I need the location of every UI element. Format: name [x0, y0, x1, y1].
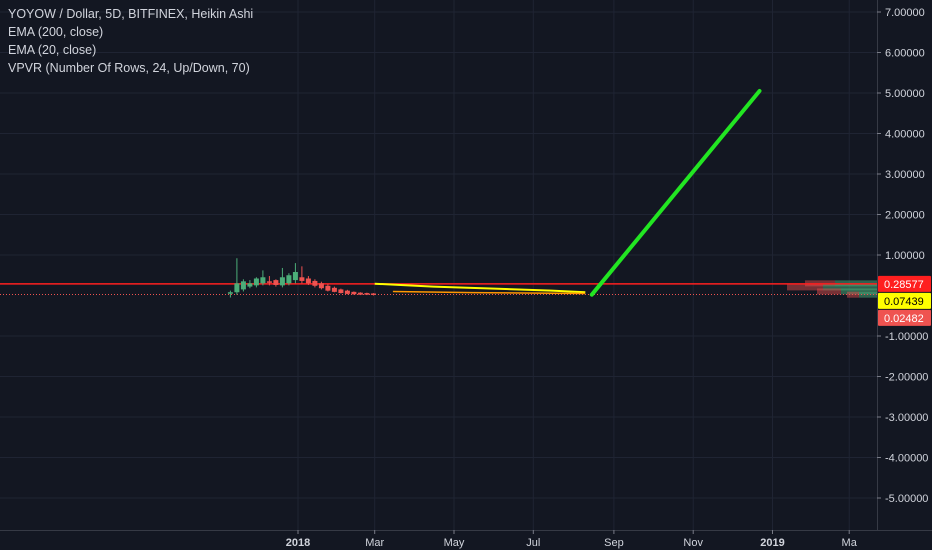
price-tick-label: 6.00000	[885, 48, 925, 60]
candle-body	[299, 277, 305, 281]
price-tags: 0.28577 0.07439 0.02482	[878, 275, 931, 326]
price-tag-label: 0.02482	[884, 313, 924, 325]
vertical-grid	[297, 0, 850, 530]
candle-body	[370, 293, 376, 295]
price-tag	[878, 275, 931, 292]
price-tag-label: 0.07439	[884, 296, 924, 308]
candle-body	[357, 292, 363, 295]
price-tag-label: 0.28577	[884, 279, 924, 291]
vpvr-bar-up	[823, 284, 877, 291]
vpvr-bar-down	[787, 284, 823, 291]
candle-body	[247, 283, 253, 287]
time-tick-label: 2019	[760, 537, 784, 549]
time-tick-label: Sep	[604, 537, 624, 549]
candle-body	[292, 272, 298, 281]
horizontal-grid	[0, 11, 877, 499]
trend-line-drawing[interactable]	[589, 88, 762, 297]
candle-body	[325, 285, 331, 291]
price-axis[interactable]	[877, 0, 932, 550]
symbol-title[interactable]: YOYOW / Dollar, 5D, BITFINEX, Heikin Ash…	[8, 7, 254, 21]
candle-body	[305, 278, 311, 284]
candle-body	[331, 287, 337, 292]
price-tick-label: -5.00000	[885, 493, 928, 505]
price-tick-label: 4.00000	[885, 129, 925, 141]
price-tick-label: -2.00000	[885, 372, 928, 384]
price-tick-label: -3.00000	[885, 412, 928, 424]
time-axis-ticks: 2018 Mar May Jul Sep Nov 2019 Ma	[286, 530, 858, 549]
candle-body	[286, 275, 292, 284]
candle-body	[344, 290, 350, 294]
candle-body	[266, 281, 272, 283]
candles	[227, 258, 376, 298]
candle-body	[318, 283, 324, 289]
candle-body	[260, 277, 266, 284]
price-tag	[878, 309, 931, 326]
vpvr-bar-up	[841, 288, 877, 295]
ema-20-line	[392, 290, 586, 295]
time-tick-label: Mar	[365, 537, 384, 549]
candle-body	[338, 289, 344, 294]
price-tick-label: 1.00000	[885, 250, 925, 262]
candle-body	[234, 283, 240, 293]
ema-20-legend[interactable]: EMA (20, close)	[8, 43, 97, 57]
time-tick-label: Ma	[842, 537, 858, 549]
candle-body	[253, 278, 259, 286]
price-tag	[878, 292, 931, 309]
time-tick-label: 2018	[286, 537, 310, 549]
time-tick-label: Jul	[526, 537, 540, 549]
price-tick-label: 7.00000	[885, 7, 925, 19]
candle-body	[227, 292, 233, 294]
candle-body	[240, 281, 246, 290]
candle-body	[351, 291, 357, 295]
price-tick-label: -1.00000	[885, 331, 928, 343]
vpvr-legend[interactable]: VPVR (Number Of Rows, 24, Up/Down, 70)	[8, 61, 250, 75]
candle-body	[273, 280, 279, 285]
candle-body	[364, 293, 370, 295]
price-tick-label: 5.00000	[885, 88, 925, 100]
candle-body	[312, 280, 318, 286]
volume-profile	[787, 280, 877, 298]
chart-legend: YOYOW / Dollar, 5D, BITFINEX, Heikin Ash…	[8, 5, 253, 77]
ema-200-line	[374, 282, 586, 294]
price-tick-label: 2.00000	[885, 210, 925, 222]
ema-200-legend[interactable]: EMA (200, close)	[8, 25, 104, 39]
price-axis-ticks: 7.00000 6.00000 5.00000 4.00000 3.00000 2.000…	[877, 7, 928, 505]
candle-body	[279, 277, 285, 286]
price-tick-label: 3.00000	[885, 169, 925, 181]
price-tick-label: -4.00000	[885, 453, 928, 465]
time-tick-label: May	[444, 537, 465, 549]
vpvr-bar-down	[817, 288, 841, 295]
time-axis[interactable]	[0, 530, 932, 550]
time-tick-label: Nov	[683, 537, 703, 549]
